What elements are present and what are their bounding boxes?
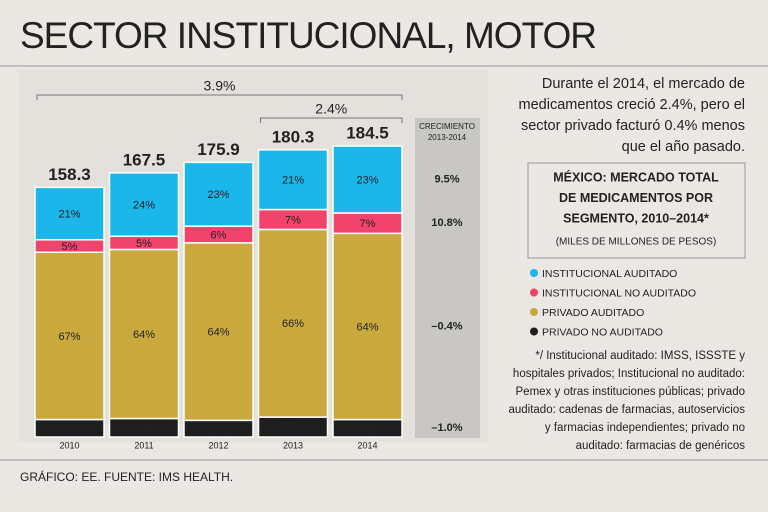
- legend-swatch: [530, 288, 538, 297]
- box-title: MÉXICO: MERCADO TOTAL: [553, 169, 719, 184]
- x-tick-label: 2013: [283, 440, 303, 450]
- footnote: auditado: farmacias de genéricos: [576, 440, 746, 452]
- segment-label: 7%: [135, 421, 153, 435]
- segment-label: 21%: [282, 175, 304, 187]
- segment-label: 66%: [282, 318, 304, 330]
- bar-segment: [108, 248, 180, 420]
- legend-label: INSTITUCIONAL NO AUDITADO: [542, 287, 696, 299]
- segment-label: 21%: [58, 208, 80, 220]
- box: [527, 162, 746, 259]
- legend-swatch: [530, 269, 538, 277]
- segment-label: 23%: [207, 189, 229, 201]
- segment-label: 6%: [210, 422, 228, 436]
- total-label: 158.3: [48, 165, 91, 184]
- total-label: 167.5: [123, 150, 166, 169]
- box-title: SEGMENTO, 2010–2014*: [563, 211, 709, 225]
- segment-label: 7%: [360, 218, 376, 230]
- title: SECTOR INSTITUCIONAL, MOTOR: [20, 15, 596, 56]
- subtitle: (MILES DE MILLONES DE PESOS): [556, 237, 717, 248]
- x-tick-label: 2011: [134, 440, 153, 450]
- growth-label: –1.0%: [431, 422, 462, 434]
- bracket: [36, 94, 403, 100]
- bar-segment: [34, 251, 105, 421]
- bar-segment: [183, 242, 254, 422]
- x-tick-label: 2012: [208, 440, 228, 450]
- segment-label: 7%: [284, 420, 302, 434]
- description: sector privado facturó 0.4% menos: [521, 118, 745, 134]
- footnote: Pemex y otras instituciones públicas; pr…: [516, 386, 745, 398]
- growth-label: –0.4%: [431, 320, 462, 332]
- source: GRÁFICO: EE. FUENTE: IMS HEALTH.: [20, 469, 233, 484]
- footnote: y farmacias independientes; privado no: [545, 422, 745, 434]
- bar-segment: [34, 186, 105, 241]
- segment-label: 7%: [285, 214, 301, 226]
- description: medicamentos creció 2.4%, pero el: [519, 97, 745, 113]
- growth-column: [415, 118, 480, 438]
- legend-label: PRIVADO AUDITADO: [542, 307, 644, 319]
- bar-segment: [257, 149, 329, 211]
- footnote: */ Institucional auditado: IMSS, ISSSTE …: [535, 350, 745, 362]
- legend-label: PRIVADO NO AUDITADO: [542, 326, 663, 338]
- segment-label: 5%: [62, 241, 78, 253]
- bar-segment: [183, 161, 254, 227]
- segment-label: 64%: [133, 329, 155, 341]
- growth-label: 10.8%: [431, 217, 462, 229]
- legend-label: INSTITUCIONAL AUDITADO: [542, 268, 677, 280]
- segment-label: 64%: [356, 321, 378, 333]
- segment-label: 24%: [133, 199, 155, 211]
- footnote: hospitales privados; Institucional no au…: [513, 368, 745, 380]
- bar-segment: [332, 145, 403, 214]
- growth-title: 2013-2014: [428, 133, 467, 142]
- segment-label: 6%: [211, 229, 227, 241]
- x-tick-label: 2010: [59, 440, 79, 450]
- bar-segment: [332, 232, 403, 421]
- description: que el año pasado.: [622, 139, 745, 155]
- legend-swatch: [530, 308, 538, 316]
- segment-label: 6%: [359, 421, 377, 435]
- segment-label: 23%: [356, 174, 378, 186]
- x-tick-label: 2014: [357, 440, 377, 450]
- legend-swatch: [530, 327, 538, 336]
- box-title: DE MEDICAMENTOS POR: [559, 191, 713, 205]
- segment-label: 64%: [207, 326, 229, 338]
- description: Durante el 2014, el mercado de: [542, 76, 745, 92]
- total-label: 175.9: [197, 140, 240, 159]
- total-label: 180.3: [272, 127, 315, 146]
- growth-label: 9.5%: [434, 173, 459, 185]
- growth-title: CRECIMIENTO: [419, 122, 475, 131]
- annotation: 3.9%: [204, 78, 236, 94]
- bar-segment: [108, 172, 180, 237]
- total-label: 184.5: [346, 124, 389, 143]
- segment-label: 67%: [58, 331, 80, 343]
- annotation: 2.4%: [315, 101, 347, 117]
- bracket: [260, 117, 403, 123]
- segment-label: 7%: [61, 421, 79, 435]
- footnote: auditado: cadenas de farmacias, autoserv…: [508, 404, 745, 416]
- segment-label: 5%: [136, 238, 152, 250]
